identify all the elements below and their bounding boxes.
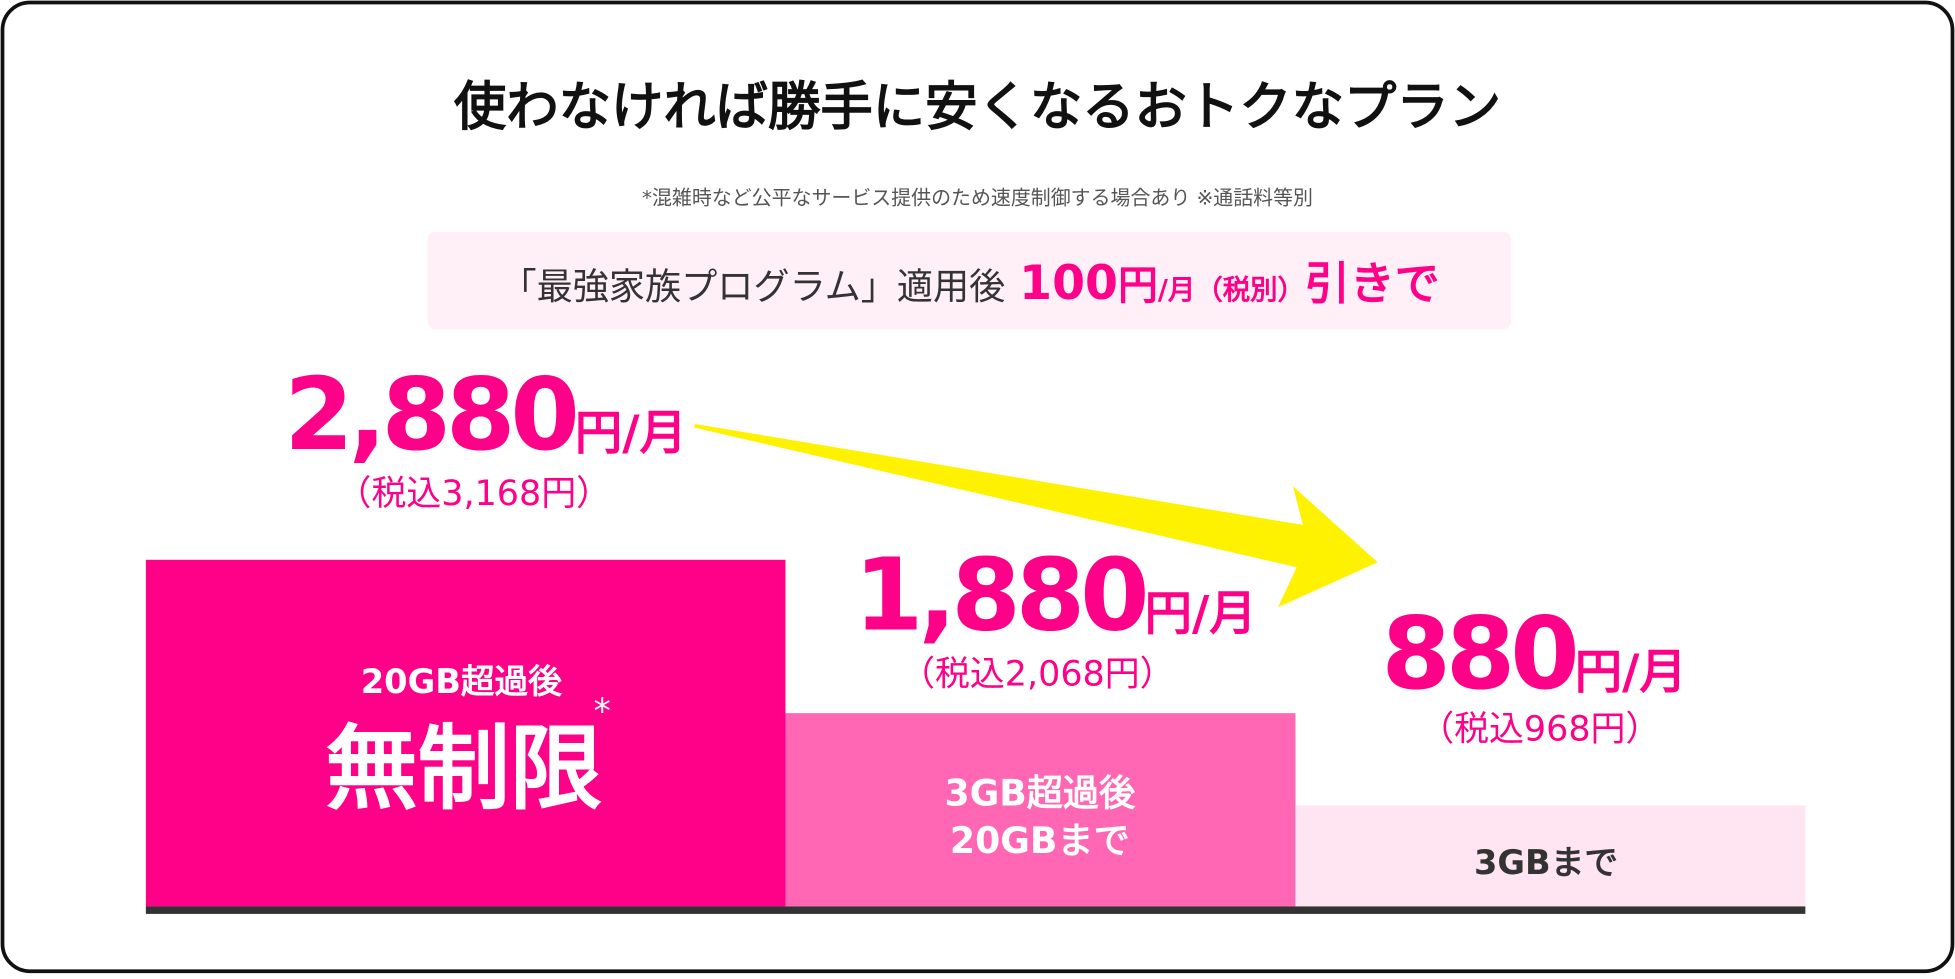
banner	[427, 231, 1512, 330]
price-value: 2,880	[284, 356, 575, 473]
asterisk: *	[593, 692, 610, 732]
price: 2,880円/月	[284, 356, 687, 473]
price-yen: 円	[1575, 645, 1622, 700]
tier-label-main: 20GBまで	[950, 819, 1130, 862]
discount-per: /月（税別）	[1158, 274, 1305, 306]
title: 使わなければ勝手に安くなるおトクなプラン	[454, 77, 1501, 138]
tier-bar	[785, 713, 1296, 907]
arrow	[694, 423, 1378, 608]
tier-label-main: 無制限	[325, 714, 602, 822]
tier-label: 20GB超過後	[361, 662, 562, 701]
price-per: /月	[622, 406, 687, 461]
tier-bar	[145, 559, 786, 907]
price-tax: （税込968円）	[1419, 710, 1660, 750]
price: 880円/月	[1381, 595, 1686, 712]
price-value: 880	[1381, 595, 1575, 712]
baseline	[145, 906, 1806, 914]
banner-text: 「最強家族プログラム」適用後 100円/月（税別）引きで	[500, 256, 1439, 311]
tier-label: 3GB超過後	[944, 771, 1136, 814]
price-tax: （税込2,068円）	[900, 655, 1174, 695]
price-tax: （税込3,168円）	[337, 474, 611, 514]
program: 「最強家族プログラム」適用後	[500, 265, 1005, 308]
tier-bar	[1295, 805, 1806, 907]
note: *混雑時など公平なサービス提供のため速度制御する場合あり ※通話料等別	[642, 185, 1313, 209]
price: 1,880円/月	[854, 537, 1257, 654]
price-per: /月	[1622, 645, 1687, 700]
tier-label-main: 3GBまで	[1474, 843, 1618, 882]
discount: 100	[1019, 256, 1118, 311]
price-value: 1,880	[854, 537, 1145, 654]
price-yen: 円	[575, 406, 622, 461]
price-yen: 円	[1145, 587, 1192, 642]
discount-suffix: 引きで	[1305, 257, 1440, 310]
price-per: /月	[1192, 587, 1257, 642]
discount-yen: 円	[1118, 263, 1158, 309]
